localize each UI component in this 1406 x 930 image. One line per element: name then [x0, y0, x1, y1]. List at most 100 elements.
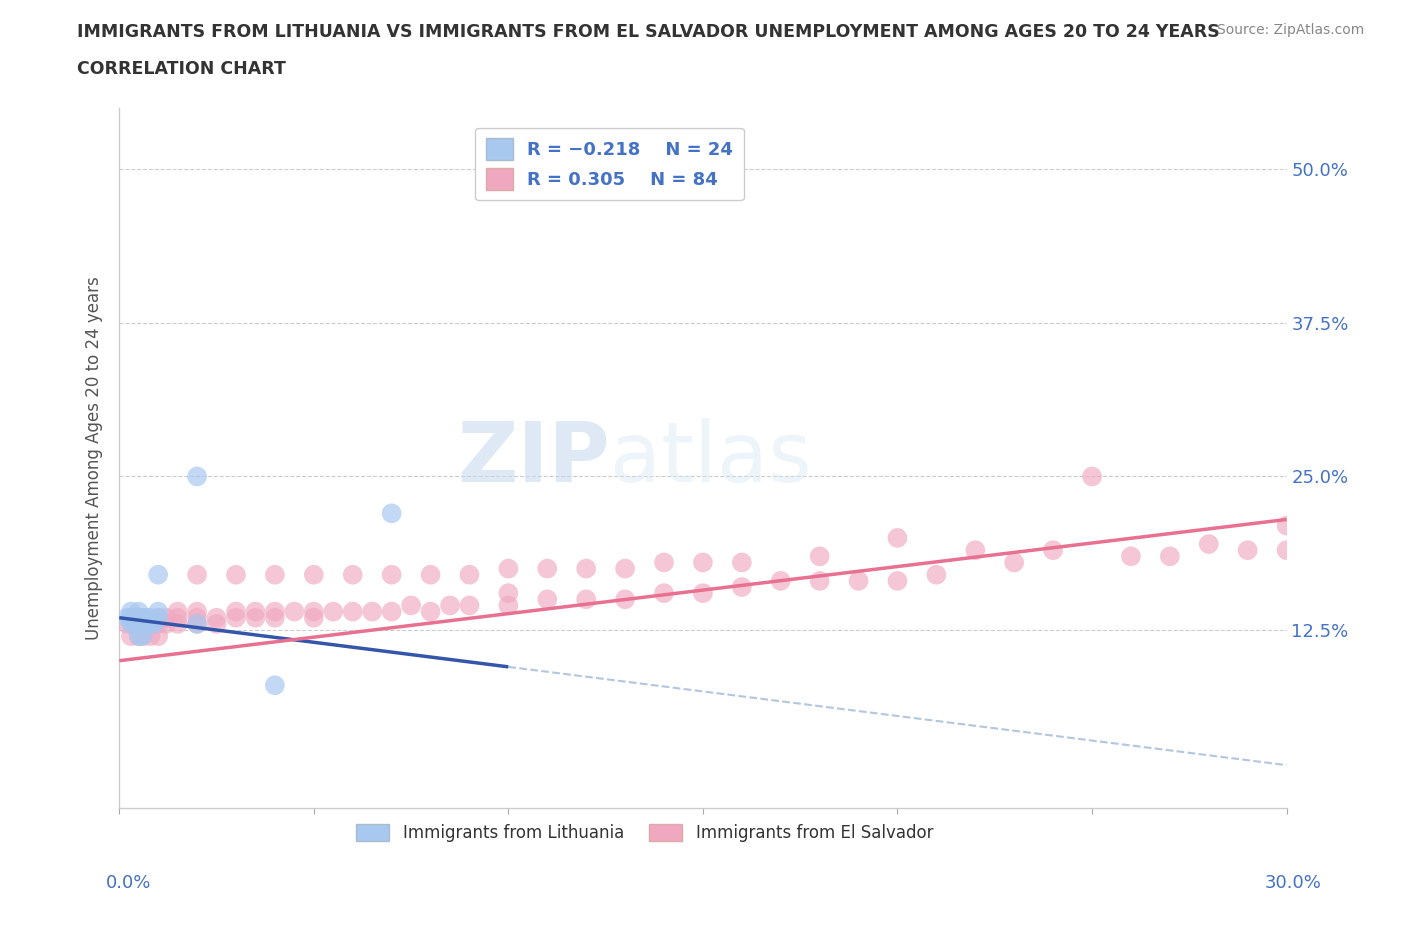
Point — [1119, 549, 1142, 564]
Point — [128, 617, 150, 631]
Point — [361, 604, 384, 619]
Point — [124, 617, 146, 631]
Point — [1198, 537, 1220, 551]
Point — [245, 604, 267, 619]
Point — [135, 610, 157, 625]
Point — [302, 567, 325, 582]
Point — [148, 610, 170, 625]
Point — [614, 591, 637, 606]
Point — [808, 549, 831, 564]
Point — [536, 561, 558, 576]
Point — [381, 604, 404, 619]
Point — [692, 555, 714, 570]
Point — [808, 574, 831, 589]
Point — [458, 567, 481, 582]
Point — [886, 530, 908, 545]
Point — [128, 610, 150, 625]
Text: CORRELATION CHART: CORRELATION CHART — [77, 60, 287, 78]
Point — [128, 617, 150, 631]
Point — [731, 579, 754, 594]
Point — [419, 567, 441, 582]
Point — [283, 604, 305, 619]
Point — [166, 604, 188, 619]
Point — [342, 604, 364, 619]
Point — [131, 629, 153, 644]
Point — [120, 617, 142, 631]
Point — [205, 610, 228, 625]
Point — [575, 591, 598, 606]
Point — [965, 543, 987, 558]
Point — [652, 555, 675, 570]
Point — [186, 610, 208, 625]
Point — [128, 629, 150, 644]
Point — [139, 629, 162, 644]
Point — [848, 574, 870, 589]
Point — [731, 555, 754, 570]
Point — [322, 604, 344, 619]
Point — [120, 604, 142, 619]
Point — [381, 506, 404, 521]
Point — [692, 586, 714, 601]
Point — [115, 617, 138, 631]
Point — [139, 610, 162, 625]
Point — [575, 561, 598, 576]
Point — [925, 567, 948, 582]
Point — [135, 617, 157, 631]
Point — [381, 567, 404, 582]
Point — [143, 617, 166, 631]
Text: Source: ZipAtlas.com: Source: ZipAtlas.com — [1216, 23, 1364, 37]
Point — [124, 610, 146, 625]
Text: IMMIGRANTS FROM LITHUANIA VS IMMIGRANTS FROM EL SALVADOR UNEMPLOYMENT AMONG AGES: IMMIGRANTS FROM LITHUANIA VS IMMIGRANTS … — [77, 23, 1220, 41]
Point — [1081, 469, 1104, 484]
Point — [1275, 518, 1298, 533]
Point — [131, 610, 153, 625]
Point — [124, 617, 146, 631]
Text: atlas: atlas — [610, 418, 811, 498]
Point — [148, 604, 170, 619]
Point — [1002, 555, 1025, 570]
Point — [186, 617, 208, 631]
Point — [1275, 543, 1298, 558]
Point — [264, 610, 287, 625]
Point — [886, 574, 908, 589]
Text: ZIP: ZIP — [457, 418, 610, 498]
Point — [186, 617, 208, 631]
Point — [302, 610, 325, 625]
Point — [225, 567, 247, 582]
Point — [225, 610, 247, 625]
Point — [614, 561, 637, 576]
Point — [120, 629, 142, 644]
Point — [399, 598, 422, 613]
Point — [264, 678, 287, 693]
Point — [1042, 543, 1064, 558]
Point — [139, 617, 162, 631]
Point — [458, 598, 481, 613]
Point — [128, 604, 150, 619]
Point — [225, 604, 247, 619]
Point — [148, 629, 170, 644]
Point — [342, 567, 364, 582]
Point — [135, 610, 157, 625]
Point — [1159, 549, 1181, 564]
Y-axis label: Unemployment Among Ages 20 to 24 years: Unemployment Among Ages 20 to 24 years — [86, 276, 103, 640]
Text: 30.0%: 30.0% — [1265, 874, 1322, 892]
Point — [155, 610, 177, 625]
Point — [245, 610, 267, 625]
Point — [264, 604, 287, 619]
Point — [148, 567, 170, 582]
Point — [439, 598, 461, 613]
Point — [166, 610, 188, 625]
Point — [131, 629, 153, 644]
Point — [186, 567, 208, 582]
Point — [148, 610, 170, 625]
Point — [498, 598, 520, 613]
Point — [536, 591, 558, 606]
Point — [498, 586, 520, 601]
Point — [120, 610, 142, 625]
Point — [769, 574, 792, 589]
Point — [135, 617, 157, 631]
Point — [120, 610, 142, 625]
Point — [155, 617, 177, 631]
Text: 0.0%: 0.0% — [105, 874, 150, 892]
Point — [143, 617, 166, 631]
